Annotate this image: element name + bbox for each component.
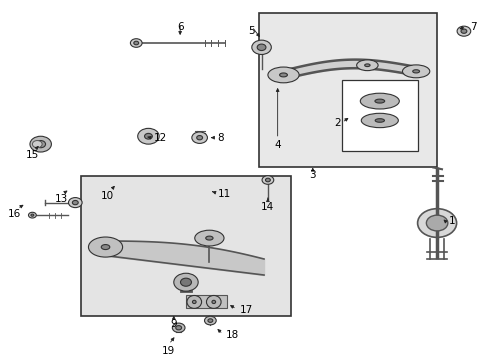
Text: 4: 4 bbox=[274, 140, 281, 150]
Circle shape bbox=[138, 129, 159, 144]
Bar bbox=[185, 296, 226, 309]
Circle shape bbox=[31, 214, 34, 216]
Ellipse shape bbox=[192, 300, 196, 303]
Circle shape bbox=[180, 278, 191, 286]
Text: 6: 6 bbox=[177, 22, 183, 32]
Ellipse shape bbox=[279, 73, 287, 77]
Text: 13: 13 bbox=[55, 194, 68, 204]
Circle shape bbox=[426, 215, 447, 231]
Circle shape bbox=[36, 140, 45, 148]
Text: 12: 12 bbox=[153, 133, 166, 143]
Circle shape bbox=[262, 176, 273, 184]
Circle shape bbox=[173, 273, 198, 291]
Circle shape bbox=[456, 26, 470, 36]
Ellipse shape bbox=[101, 244, 110, 249]
Circle shape bbox=[204, 316, 216, 325]
Ellipse shape bbox=[412, 70, 419, 73]
Ellipse shape bbox=[374, 119, 384, 122]
Text: 2: 2 bbox=[334, 118, 340, 128]
Text: 9: 9 bbox=[170, 319, 177, 329]
Text: 10: 10 bbox=[100, 192, 113, 202]
Text: 11: 11 bbox=[217, 189, 230, 199]
Circle shape bbox=[28, 212, 36, 218]
Text: 15: 15 bbox=[26, 149, 40, 159]
Circle shape bbox=[130, 39, 142, 47]
Ellipse shape bbox=[360, 93, 399, 109]
Bar bbox=[259, 13, 436, 167]
Circle shape bbox=[265, 178, 270, 182]
Circle shape bbox=[32, 140, 42, 148]
Text: 14: 14 bbox=[261, 202, 274, 212]
Text: 8: 8 bbox=[217, 133, 224, 143]
Ellipse shape bbox=[402, 65, 429, 78]
Circle shape bbox=[207, 319, 212, 322]
Text: 1: 1 bbox=[448, 216, 455, 226]
Circle shape bbox=[417, 209, 456, 237]
Circle shape bbox=[460, 29, 466, 33]
Ellipse shape bbox=[361, 113, 398, 128]
Circle shape bbox=[68, 198, 82, 208]
Text: 5: 5 bbox=[248, 26, 255, 36]
Text: 3: 3 bbox=[309, 170, 315, 180]
Text: 16: 16 bbox=[8, 210, 21, 219]
Ellipse shape bbox=[186, 296, 201, 309]
Ellipse shape bbox=[267, 67, 299, 83]
Circle shape bbox=[172, 323, 184, 332]
Ellipse shape bbox=[374, 99, 384, 103]
Circle shape bbox=[134, 41, 139, 45]
Text: 18: 18 bbox=[225, 330, 239, 340]
Ellipse shape bbox=[205, 236, 213, 240]
Ellipse shape bbox=[356, 60, 377, 71]
Ellipse shape bbox=[211, 300, 215, 303]
Text: 19: 19 bbox=[162, 346, 175, 356]
Bar bbox=[341, 80, 417, 151]
Circle shape bbox=[30, 136, 51, 152]
Text: 17: 17 bbox=[239, 305, 252, 315]
Bar bbox=[81, 176, 290, 316]
Ellipse shape bbox=[206, 296, 221, 309]
Text: 7: 7 bbox=[469, 22, 475, 32]
Ellipse shape bbox=[364, 64, 369, 67]
Circle shape bbox=[196, 135, 202, 140]
Circle shape bbox=[251, 40, 271, 54]
Ellipse shape bbox=[194, 230, 224, 246]
Circle shape bbox=[191, 132, 207, 143]
Circle shape bbox=[72, 201, 78, 205]
Circle shape bbox=[144, 134, 152, 139]
Circle shape bbox=[175, 325, 181, 330]
Circle shape bbox=[257, 44, 265, 50]
Ellipse shape bbox=[88, 237, 122, 257]
